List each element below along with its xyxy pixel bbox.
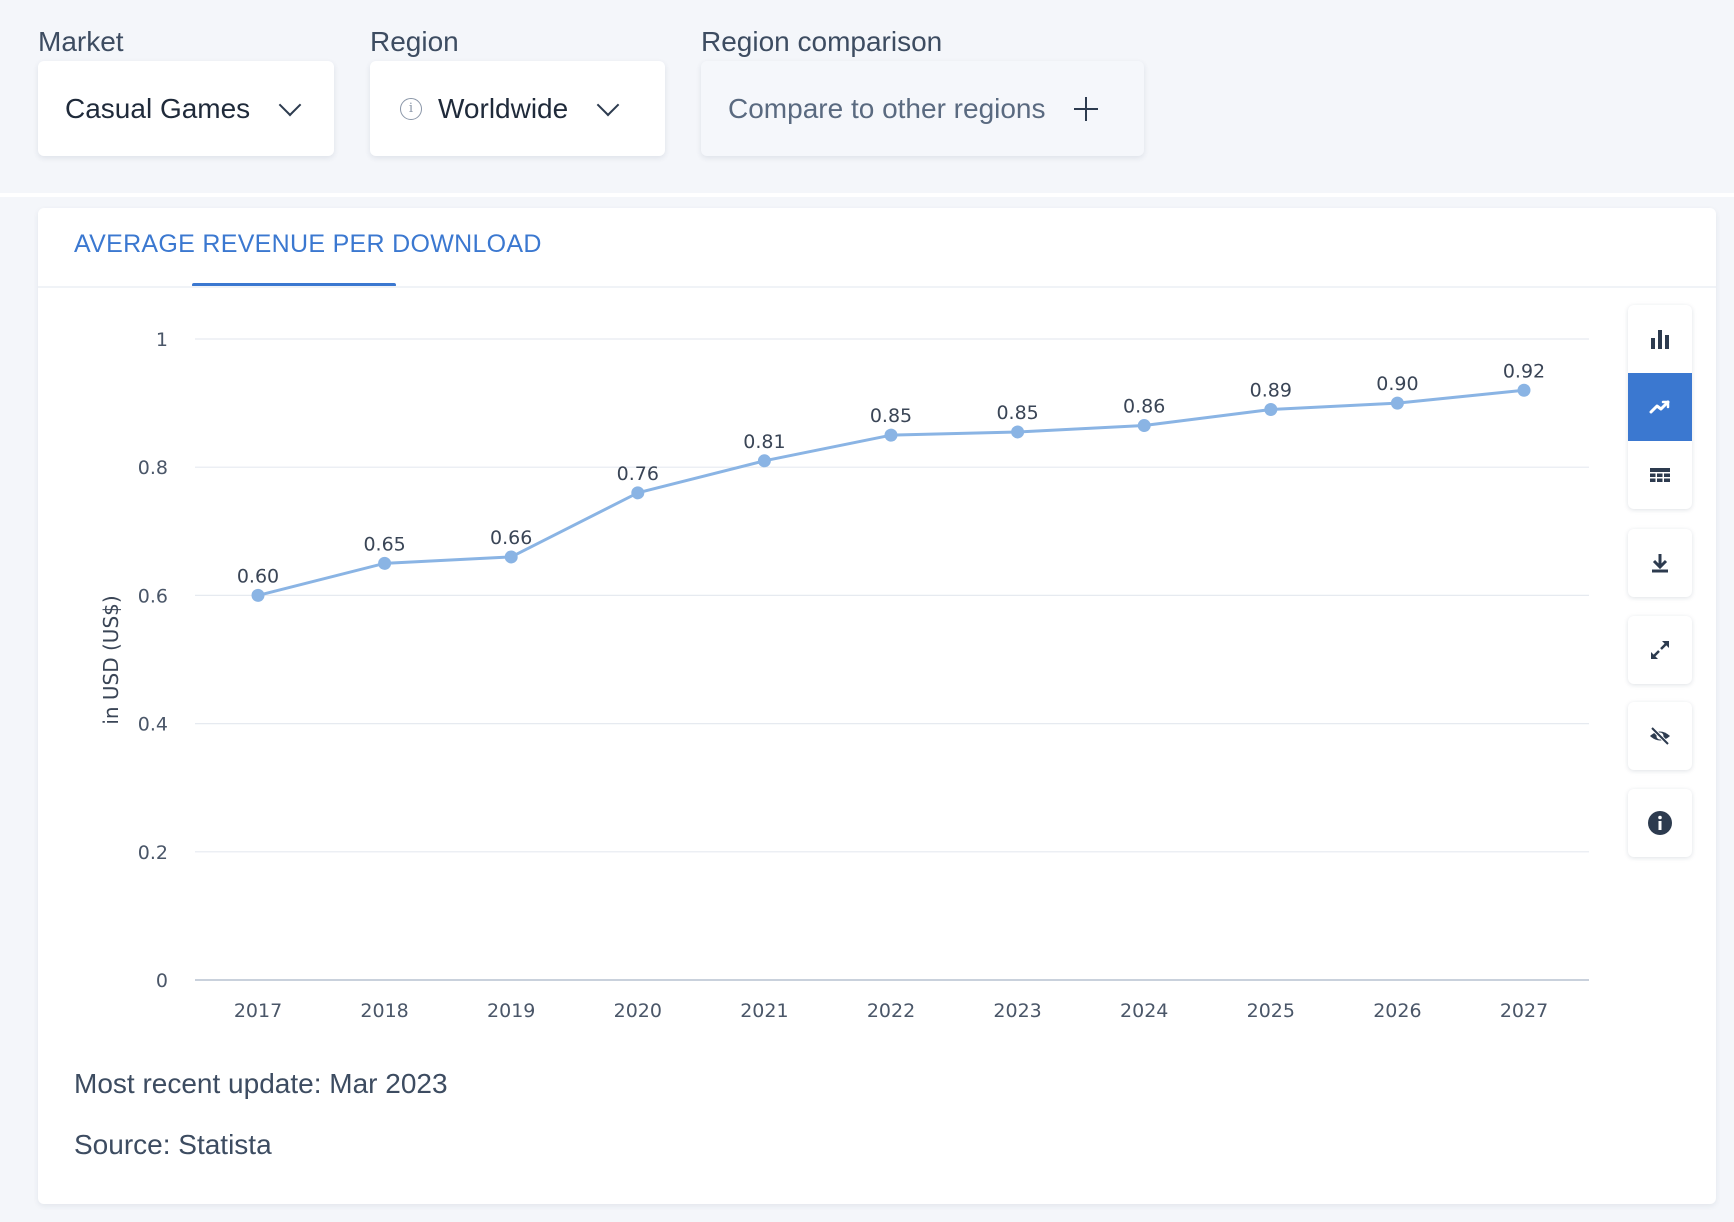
bar-chart-button[interactable] xyxy=(1628,305,1692,373)
data-point xyxy=(1390,396,1404,410)
update-text: Most recent update: Mar 2023 xyxy=(74,1068,448,1099)
x-tick-label: 2023 xyxy=(993,1000,1041,1022)
data-point xyxy=(884,428,898,442)
plus-icon xyxy=(1073,96,1098,121)
x-tick-label: 2026 xyxy=(1373,1000,1421,1022)
region-label: Region xyxy=(370,26,459,57)
data-point xyxy=(251,588,265,602)
market-dropdown[interactable]: Casual Games xyxy=(38,61,334,156)
data-label: 0.81 xyxy=(743,431,785,453)
line-chart-button[interactable] xyxy=(1628,373,1692,441)
bar-chart-icon xyxy=(1651,330,1669,349)
line-chart-icon xyxy=(1649,400,1670,414)
expand-toolbar xyxy=(1628,616,1692,684)
info-toolbar xyxy=(1628,789,1692,857)
region-value: Worldwide xyxy=(438,92,569,124)
x-tick-label: 2017 xyxy=(234,1000,282,1022)
chart-type-toolbar xyxy=(1628,305,1692,509)
hide-toolbar xyxy=(1628,702,1692,770)
chevron-down-icon xyxy=(278,93,302,116)
x-tick-label: 2021 xyxy=(740,1000,788,1022)
y-tick-label: 0.2 xyxy=(138,842,168,864)
data-point xyxy=(1011,425,1025,439)
tab-average-revenue-per-download[interactable]: AVERAGE REVENUE PER DOWNLOAD xyxy=(74,230,542,258)
source-text: Source: Statista xyxy=(74,1129,272,1160)
x-tick-label: 2022 xyxy=(867,1000,915,1022)
info-icon: i xyxy=(400,97,422,120)
data-label: 0.60 xyxy=(237,565,279,587)
market-label: Market xyxy=(38,26,124,57)
tab-separator xyxy=(38,286,1716,288)
data-point xyxy=(504,550,518,564)
y-tick-label: 0 xyxy=(156,970,168,992)
info-icon xyxy=(1648,811,1672,835)
data-label: 0.92 xyxy=(1503,360,1545,382)
y-tick-label: 0.6 xyxy=(138,585,168,607)
region-dropdown[interactable]: i Worldwide xyxy=(370,61,665,156)
y-tick-label: 0.8 xyxy=(138,457,168,479)
data-point xyxy=(631,486,645,500)
x-tick-label: 2020 xyxy=(614,1000,662,1022)
x-tick-label: 2025 xyxy=(1247,1000,1295,1022)
expand-button[interactable] xyxy=(1628,616,1692,684)
x-tick-label: 2027 xyxy=(1500,1000,1548,1022)
table-button[interactable] xyxy=(1628,441,1692,509)
data-label: 0.89 xyxy=(1250,380,1292,402)
data-label: 0.85 xyxy=(870,405,912,427)
y-tick-label: 1 xyxy=(156,329,168,351)
data-point xyxy=(1137,419,1151,433)
data-point xyxy=(378,556,392,570)
data-label: 0.76 xyxy=(617,463,659,485)
table-icon xyxy=(1650,468,1670,482)
region-comparison-label: Region comparison xyxy=(701,26,943,57)
tab-active-indicator xyxy=(192,283,396,287)
data-label: 0.65 xyxy=(363,533,405,555)
data-label: 0.86 xyxy=(1123,396,1165,418)
x-tick-label: 2019 xyxy=(487,1000,535,1022)
y-tick-label: 0.4 xyxy=(138,714,168,736)
download-toolbar xyxy=(1628,529,1692,597)
data-label: 0.90 xyxy=(1376,373,1418,395)
chevron-down-icon xyxy=(596,93,620,116)
data-label: 0.66 xyxy=(490,527,532,549)
y-axis-label: in USD (US$) xyxy=(99,595,123,724)
x-tick-label: 2018 xyxy=(360,1000,408,1022)
data-point xyxy=(1264,403,1278,417)
compare-regions-button[interactable]: Compare to other regions xyxy=(701,61,1144,156)
market-value: Casual Games xyxy=(65,92,251,124)
download-icon xyxy=(1652,554,1668,573)
data-point xyxy=(1517,383,1531,397)
hide-button[interactable] xyxy=(1628,702,1692,770)
x-tick-label: 2024 xyxy=(1120,1000,1168,1022)
section-divider xyxy=(0,193,1734,197)
info-button[interactable] xyxy=(1628,789,1692,857)
chart-card: AVERAGE REVENUE PER DOWNLOAD 0 0.2 0.4 0.6 0… xyxy=(38,208,1716,1204)
compare-regions-text: Compare to other regions xyxy=(728,92,1046,124)
data-point xyxy=(757,454,771,468)
hide-icon xyxy=(1650,726,1670,746)
data-label: 0.85 xyxy=(996,402,1038,424)
expand-icon xyxy=(1651,641,1669,659)
download-button[interactable] xyxy=(1628,529,1692,597)
